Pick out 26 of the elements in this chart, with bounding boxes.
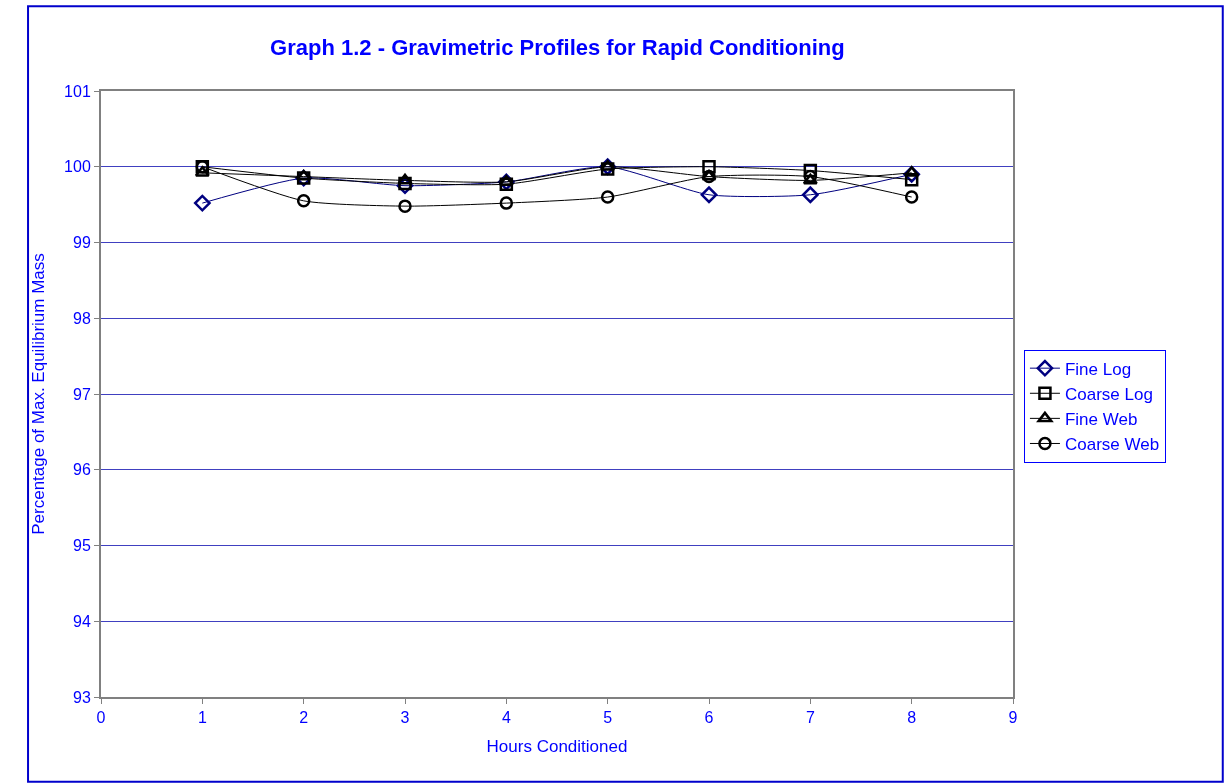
x-tick-label: 5 [603,709,613,727]
y-tick-label: 98 [73,309,91,327]
x-tick-label: 4 [501,709,511,727]
x-tick-label: 3 [400,709,410,727]
legend-label: Coarse Web [1064,435,1160,455]
legend-label: Fine Web [1064,410,1138,429]
y-axis-title: Percentage of Max. Equilibrium Mass [29,253,49,535]
legend-label: Fine Log [1064,359,1132,379]
x-tick-label: 1 [197,709,207,727]
y-tick-label: 97 [73,385,91,403]
x-tick-label: 6 [704,709,714,727]
y-tick-label: 95 [73,537,91,555]
x-tick-label: 9 [1008,709,1018,727]
y-tick-label: 101 [64,82,91,100]
y-tick-label: 99 [73,234,91,252]
legend-label: Coarse Log [1064,384,1153,404]
x-axis-title: Hours Conditioned [486,737,628,757]
x-tick-label: 7 [805,709,815,727]
y-tick-label: 100 [64,158,91,176]
x-tick-label: 2 [299,709,309,727]
y-tick-label: 96 [73,461,91,479]
y-tick-label: 94 [73,612,91,630]
chart-title: Graph 1.2 - Gravimetric Profiles for Rapid Conditioning [270,34,845,60]
x-tick-label: 0 [96,709,106,727]
x-tick-label: 8 [907,709,917,727]
y-tick-label: 93 [73,688,91,706]
